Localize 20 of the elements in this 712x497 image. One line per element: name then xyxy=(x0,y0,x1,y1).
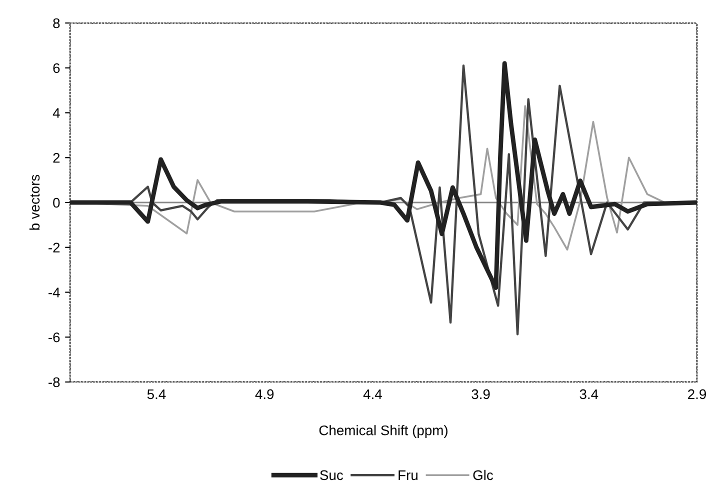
y-tick-label: -4 xyxy=(48,288,60,298)
x-tick-label: 4.4 xyxy=(363,389,382,400)
y-tick-label: 2 xyxy=(53,152,60,163)
legend-label: Fru xyxy=(398,470,418,480)
x-tick-label: 3.4 xyxy=(580,389,598,400)
legend-label: Glc xyxy=(473,470,494,480)
y-tick-label: -6 xyxy=(48,332,60,342)
y-tick-label: -8 xyxy=(48,377,60,388)
x-tick-label: 4.9 xyxy=(255,389,274,400)
y-tick-label: 4 xyxy=(52,108,60,118)
x-tick-label: 2.9 xyxy=(688,389,706,400)
y-tick-label: -2 xyxy=(48,242,60,252)
y-tick-label: 6 xyxy=(53,63,60,74)
y-tick-label: 8 xyxy=(53,18,60,28)
y-tick-label: 0 xyxy=(53,198,60,208)
x-axis-title: Chemical Shift (ppm) xyxy=(319,425,448,438)
legend-label: Suc xyxy=(320,470,344,480)
x-tick-label: 5.4 xyxy=(147,389,166,400)
y-axis-title: b vectors xyxy=(29,174,40,230)
x-tick-label: 3.9 xyxy=(472,389,490,400)
